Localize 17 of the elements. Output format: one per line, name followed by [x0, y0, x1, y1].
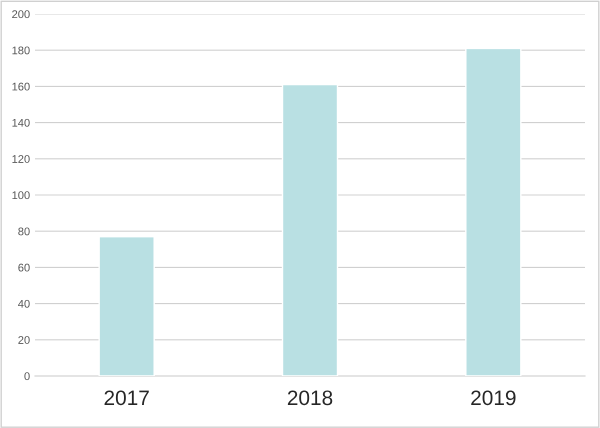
y-tick-label: 140	[12, 118, 30, 127]
y-tick-label: 40	[18, 300, 30, 308]
x-tick-label: 2017	[104, 390, 149, 406]
y-tick-label: 0	[24, 372, 30, 380]
y-tick-label: 20	[18, 336, 30, 344]
bar	[465, 48, 522, 376]
bar	[282, 84, 338, 376]
y-tick-label: 160	[12, 82, 30, 91]
y-tick-label: 180	[12, 46, 30, 54]
y-tick-label: 120	[12, 155, 30, 163]
y-tick-label: 100	[12, 191, 30, 200]
x-tick-label: 2018	[288, 390, 332, 406]
x-tick-label: 2019	[471, 390, 516, 406]
y-tick-label: 80	[18, 227, 30, 236]
y-tick-label: 200	[12, 10, 30, 18]
y-tick-label: 60	[18, 264, 30, 272]
bar	[98, 236, 155, 376]
